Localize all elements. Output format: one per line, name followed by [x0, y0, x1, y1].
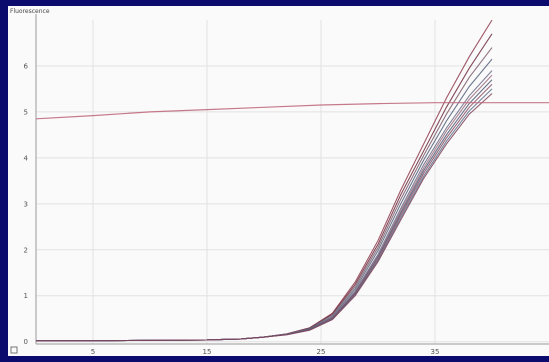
y-tick-label: 3 [24, 200, 28, 208]
y-tick-label: 5 [24, 108, 28, 116]
corner-marker-icon [10, 346, 18, 354]
y-axis-title: Fluorescence [10, 8, 50, 15]
x-tick-label: 35 [431, 348, 440, 356]
amplification-curve [36, 93, 493, 342]
y-tick-label: 2 [24, 246, 28, 254]
x-tick-label: 25 [317, 348, 326, 356]
y-tick-label: 0 [24, 338, 28, 346]
plot-background [8, 6, 549, 356]
y-tick-label: 1 [24, 292, 28, 300]
y-tick-label: 4 [24, 154, 29, 162]
x-tick-label: 5 [91, 348, 95, 356]
threshold-line [36, 102, 549, 120]
x-tick-label: 15 [203, 348, 212, 356]
y-tick-label: 6 [24, 62, 29, 70]
